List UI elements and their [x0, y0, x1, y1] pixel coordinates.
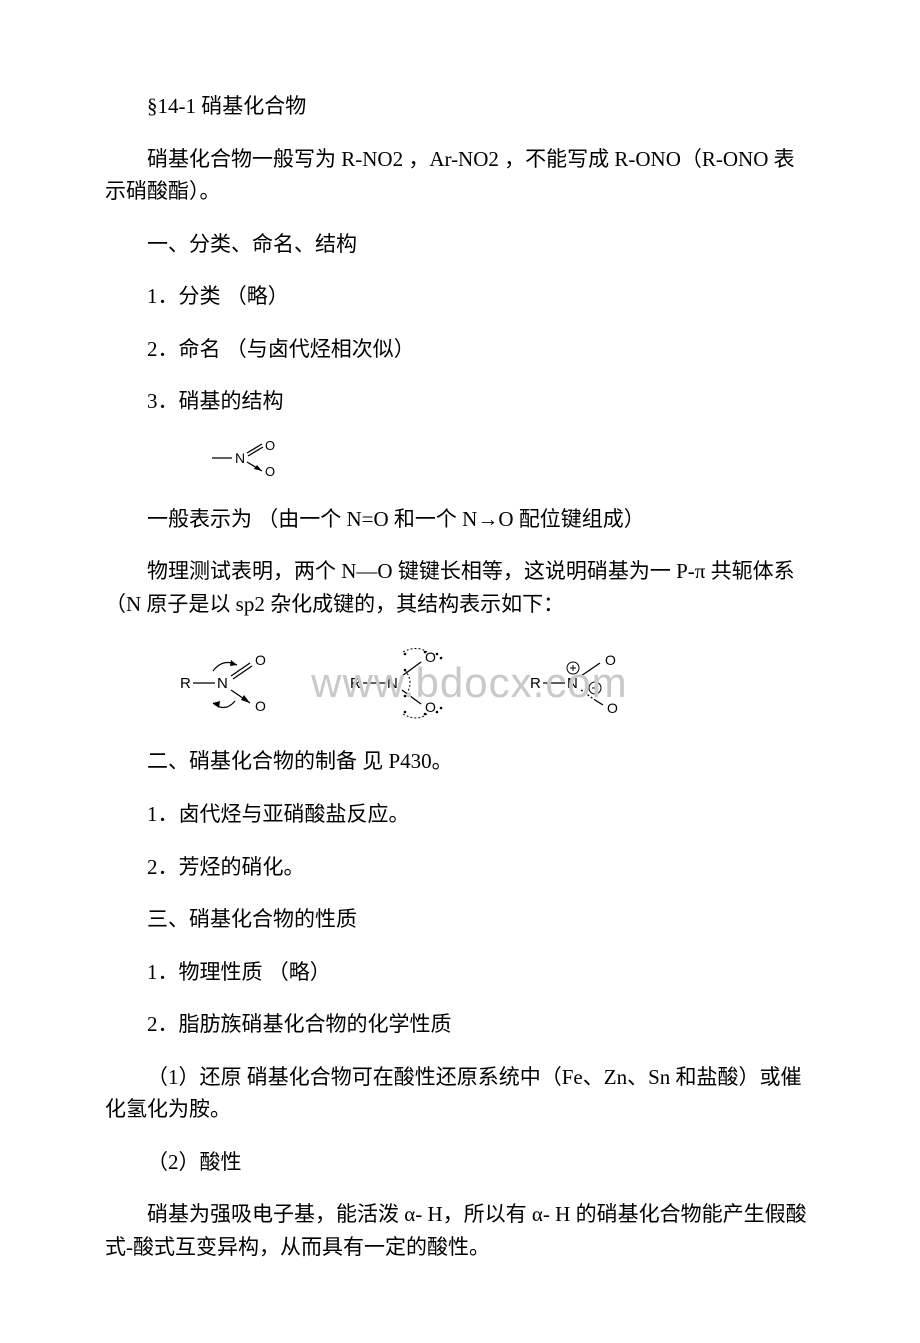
svg-text:O: O: [255, 698, 266, 714]
item-1-1: 1．分类 （略）: [105, 280, 815, 313]
item-3-2: 2．脂肪族硝基化合物的化学性质: [105, 1008, 815, 1041]
svg-text:N: N: [217, 675, 228, 692]
physics-desc: 物理测试表明，两个 N—O 键键长相等，这说明硝基为一 P-π 共轭体系（N 原…: [105, 555, 815, 620]
watermark-text: www.bdocx.com: [311, 659, 627, 707]
heading-3: 三、硝基化合物的性质: [105, 903, 815, 936]
item-1-2: 2．命名 （与卤代烃相次似）: [105, 333, 815, 366]
structure-desc: 一般表示为 （由一个 N=O 和一个 N→O 配位键组成）: [105, 503, 815, 536]
label-o-bottom: O: [265, 464, 275, 478]
item-1-3: 3．硝基的结构: [105, 385, 815, 418]
resonance-1: R N O O: [175, 643, 285, 723]
item-2-2: 2．芳烃的硝化。: [105, 851, 815, 884]
section-title: §14-1 硝基化合物: [105, 90, 815, 123]
item-3-2-2: （2）酸性: [105, 1146, 815, 1179]
item-2-1: 1．卤代烃与亚硝酸盐反应。: [105, 798, 815, 831]
intro-text: 硝基化合物一般写为 R-NO2 ，Ar-NO2 ，不能写成 R-ONO（R-ON…: [105, 143, 815, 208]
resonance-structures: www.bdocx.com R N O O R N: [175, 640, 815, 725]
item-3-1: 1．物理性质 （略）: [105, 956, 815, 989]
svg-text:R: R: [180, 675, 191, 692]
label-o-top: O: [265, 438, 275, 453]
item-3-2-1: （1）还原 硝基化合物可在酸性还原系统中（Fe、Zn、Sn 和盐酸）或催化氢化为…: [105, 1061, 815, 1126]
acid-desc: 硝基为强吸电子基，能活泼 α- H，所以有 α- H 的硝基化合物能产生假酸式-…: [105, 1198, 815, 1263]
svg-text:O: O: [255, 652, 266, 668]
nitro-structure-small: N O O: [210, 438, 815, 483]
heading-1: 一、分类、命名、结构: [105, 228, 815, 261]
heading-2: 二、硝基化合物的制备 见 P430。: [105, 745, 815, 778]
label-n: N: [235, 450, 245, 466]
